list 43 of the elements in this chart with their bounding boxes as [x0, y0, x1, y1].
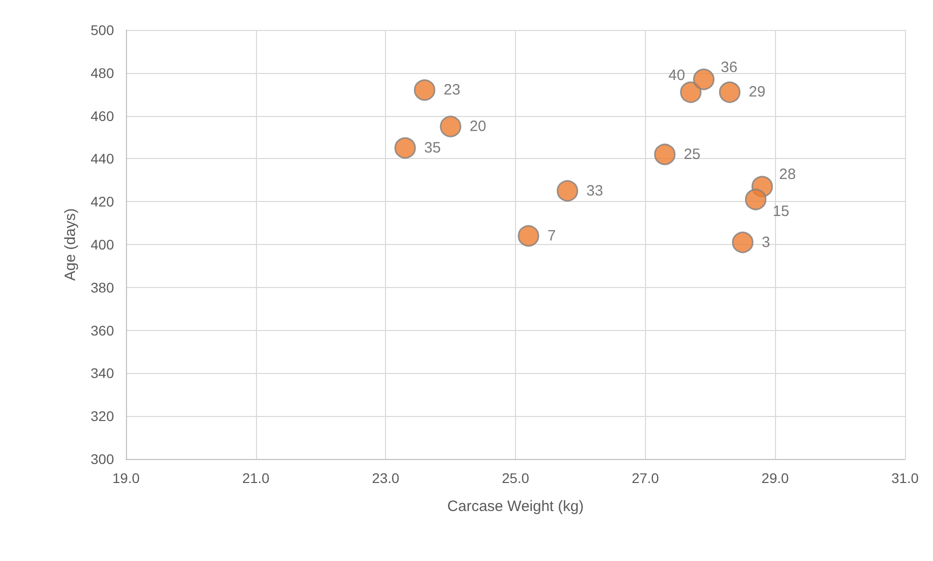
y-tick-label: 340	[90, 365, 114, 382]
y-tick-label: 480	[90, 64, 114, 81]
y-tick-label: 360	[90, 322, 114, 338]
x-axis-title: Carcase Weight (kg)	[447, 498, 584, 515]
annotation: 35	[424, 139, 441, 156]
x-tick-label: 27.0	[632, 470, 660, 486]
annotation: 15	[772, 202, 790, 220]
annotation: 25	[684, 146, 700, 163]
annotation: 40	[668, 67, 686, 84]
x-tick-label: 19.0	[112, 470, 140, 486]
y-tick-label: 300	[90, 451, 114, 467]
y-axis-title: Age (days)	[62, 208, 79, 281]
point	[693, 68, 715, 90]
point	[718, 81, 740, 103]
x-tick-label: 23.0	[372, 470, 400, 486]
y-tick-label: 460	[90, 108, 114, 124]
y-tick-label: 380	[90, 279, 114, 296]
annotation: 3	[762, 234, 770, 251]
annotation: 33	[586, 182, 604, 200]
point	[414, 79, 436, 101]
y-tick-label: 320	[90, 408, 114, 424]
annotation: 36	[720, 58, 738, 76]
point	[744, 188, 766, 210]
annotation: 20	[470, 118, 486, 136]
annotation: 23	[444, 82, 460, 99]
point	[732, 232, 754, 254]
point	[394, 137, 416, 159]
point	[440, 116, 462, 138]
y-tick-label: 420	[90, 194, 114, 210]
point	[556, 180, 578, 202]
y-tick-label: 440	[90, 150, 114, 167]
annotation: 7	[547, 227, 556, 244]
point	[680, 81, 702, 103]
x-tick-label: 31.0	[891, 470, 919, 486]
annotation: 29	[748, 84, 766, 101]
x-tick-label: 29.0	[762, 470, 790, 486]
annotation: 28	[779, 166, 796, 184]
point	[518, 225, 540, 247]
y-tick-label: 400	[90, 236, 114, 252]
point	[654, 144, 676, 166]
x-tick-label: 21.0	[242, 470, 270, 486]
x-tick-label: 25.0	[502, 470, 530, 486]
y-tick-label: 500	[90, 22, 114, 38]
